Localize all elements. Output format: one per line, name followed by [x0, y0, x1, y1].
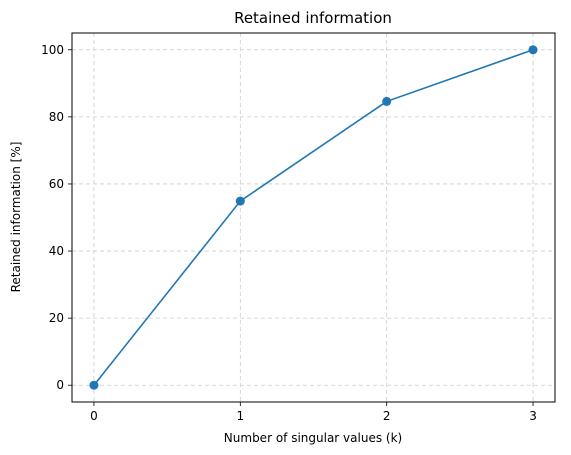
- x-tick-label: 3: [529, 409, 537, 423]
- data-point: [89, 380, 99, 390]
- data-point: [528, 45, 538, 55]
- grid: [72, 33, 555, 402]
- data-point: [382, 96, 392, 106]
- data-point: [235, 196, 245, 206]
- chart-title: Retained information: [234, 9, 392, 27]
- x-tick-label: 1: [236, 409, 244, 423]
- y-tick-label: 100: [41, 43, 64, 57]
- x-axis-label: Number of singular values (k): [224, 431, 402, 445]
- x-tick-label: 2: [383, 409, 391, 423]
- y-tick-label: 60: [49, 177, 64, 191]
- plot-frame: [71, 32, 556, 403]
- y-tick-label: 0: [56, 378, 64, 392]
- y-tick-label: 40: [49, 244, 64, 258]
- x-tick-label: 0: [90, 409, 98, 423]
- ticks: 0 1 2 3 0 20 40 60 80 100: [41, 43, 537, 423]
- series: [89, 45, 538, 390]
- y-tick-label: 20: [49, 311, 64, 325]
- y-axis-label: Retained information [%]: [9, 142, 23, 293]
- y-tick-label: 80: [49, 110, 64, 124]
- series-line: [93, 49, 534, 386]
